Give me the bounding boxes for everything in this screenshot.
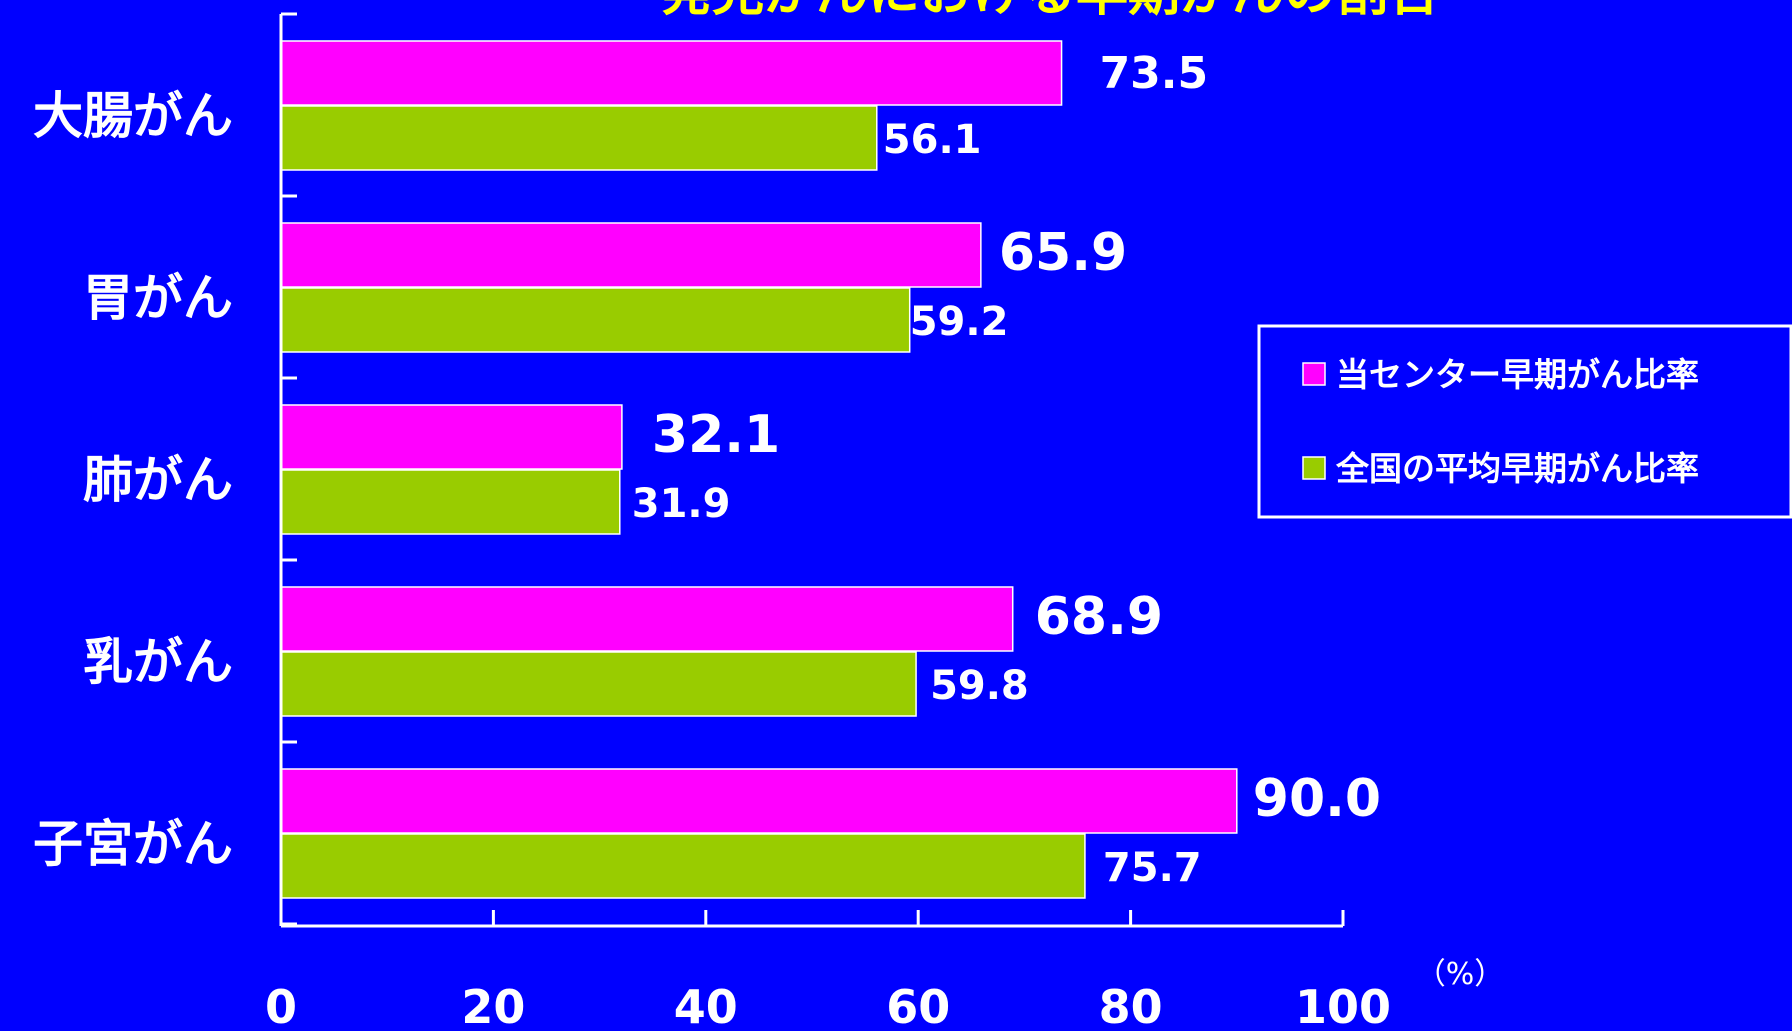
value-label: 56.1 bbox=[883, 117, 982, 163]
legend: 当センター早期がん比率 全国の平均早期がん比率 bbox=[1257, 324, 1792, 519]
x-axis-unit: （%） bbox=[1416, 957, 1505, 992]
x-tick-label: 100 bbox=[1295, 980, 1391, 1031]
bar-center bbox=[280, 222, 982, 288]
bar-national bbox=[280, 105, 878, 171]
chart-title: 発見がんにおける早期がんの割合 bbox=[660, 0, 1440, 23]
legend-swatch-national bbox=[1302, 456, 1326, 480]
x-tick-label: 80 bbox=[1099, 980, 1163, 1031]
bar-national bbox=[280, 287, 911, 353]
bar-center bbox=[280, 586, 1014, 652]
legend-label-national: 全国の平均早期がん比率 bbox=[1335, 449, 1699, 488]
value-label: 75.7 bbox=[1103, 845, 1202, 891]
category-label: 肺がん bbox=[83, 451, 233, 509]
value-label: 90.0 bbox=[1253, 769, 1381, 829]
bar-center bbox=[280, 40, 1063, 106]
x-tick-label: 60 bbox=[886, 980, 950, 1031]
x-tick-label: 40 bbox=[674, 980, 738, 1031]
x-tick-label: 0 bbox=[265, 980, 297, 1031]
bar-center bbox=[280, 768, 1238, 834]
category-label: 子宮がん bbox=[33, 815, 233, 873]
category-label: 乳がん bbox=[83, 633, 233, 691]
category-label: 胃がん bbox=[83, 269, 233, 327]
bars-layer: 73.5 56.1 65.9 59.2 32.1 31.9 68.959.8 90.0 75.7 bbox=[280, 40, 1381, 899]
bar-national bbox=[280, 469, 621, 535]
legend-label-center: 当センター早期がん比率 bbox=[1336, 355, 1699, 394]
bar-center bbox=[280, 404, 623, 470]
legend-box bbox=[1257, 324, 1792, 519]
value-label: 59.2 bbox=[910, 299, 1009, 345]
x-tick-label: 20 bbox=[461, 980, 525, 1031]
value-label: 32.1 bbox=[652, 405, 780, 465]
x-axis: 0 20 40 60 80 100 bbox=[265, 12, 1391, 1031]
value-label: 73.5 bbox=[1100, 48, 1209, 99]
value-label: 65.9 bbox=[999, 223, 1127, 283]
value-label: 31.9 bbox=[632, 481, 731, 527]
value-label: 59.8 bbox=[930, 663, 1029, 709]
legend-swatch-center bbox=[1302, 362, 1326, 386]
bar-national bbox=[280, 833, 1086, 899]
category-label: 大腸がん bbox=[33, 87, 233, 145]
bar-national bbox=[280, 651, 917, 717]
value-label: 68.9 bbox=[1035, 587, 1163, 647]
